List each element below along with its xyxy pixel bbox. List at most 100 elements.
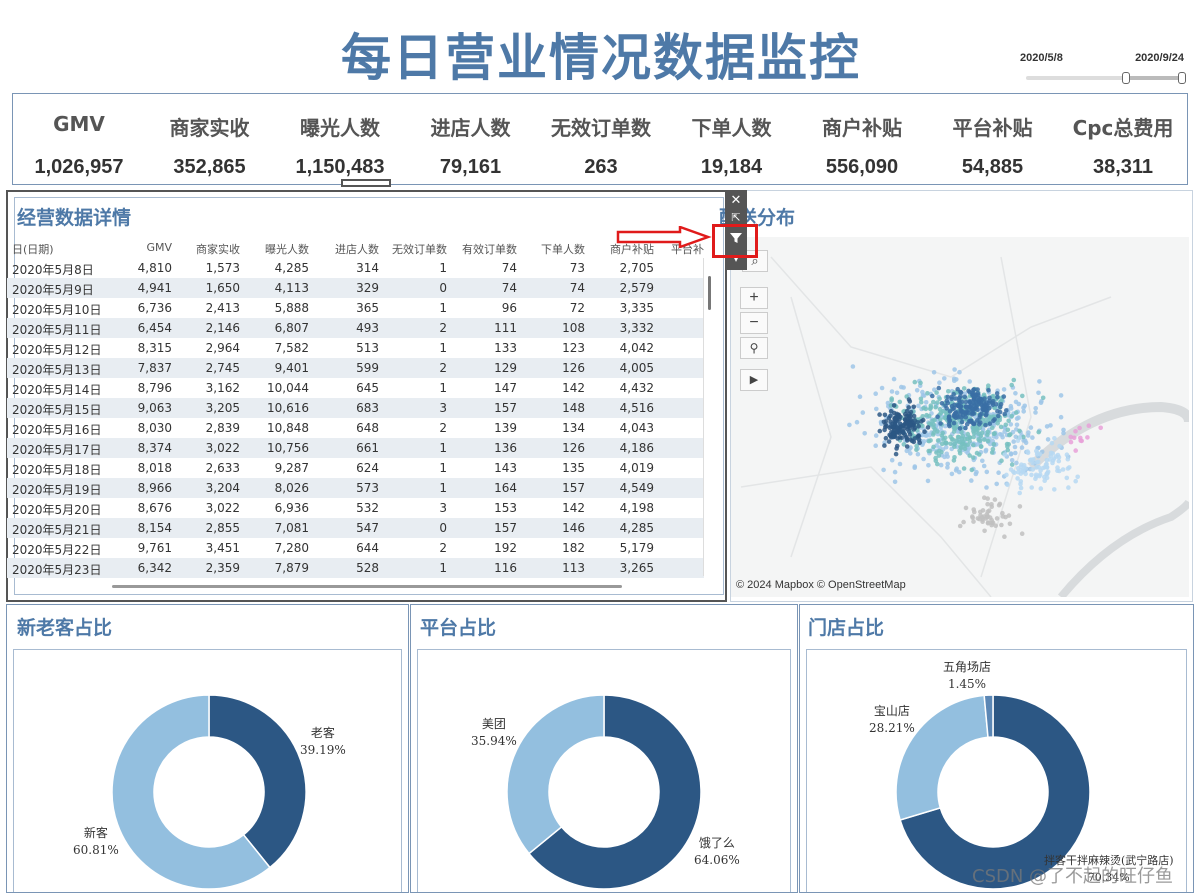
map-point[interactable] xyxy=(938,421,943,426)
map-point[interactable] xyxy=(952,411,958,416)
map-point[interactable] xyxy=(873,391,878,396)
map-point[interactable] xyxy=(984,469,990,475)
map-point[interactable] xyxy=(991,441,997,447)
map-point[interactable] xyxy=(945,461,950,467)
map-point[interactable] xyxy=(985,432,990,438)
map-point[interactable] xyxy=(957,439,962,445)
map-point[interactable] xyxy=(961,386,967,391)
map-point[interactable] xyxy=(906,397,912,402)
map-point[interactable] xyxy=(1004,408,1009,413)
map-point[interactable] xyxy=(919,399,924,405)
map-point[interactable] xyxy=(963,437,968,442)
map-point[interactable] xyxy=(978,444,984,449)
map-point[interactable] xyxy=(1012,470,1017,475)
map-point[interactable] xyxy=(897,421,903,427)
map-point[interactable] xyxy=(965,431,971,437)
map-point[interactable] xyxy=(1071,435,1077,441)
column-header[interactable]: 日(日期) xyxy=(12,243,54,256)
map-point[interactable] xyxy=(977,415,982,420)
map-point[interactable] xyxy=(994,481,999,487)
map-point[interactable] xyxy=(921,456,926,462)
map-point[interactable] xyxy=(925,391,930,396)
map-point[interactable] xyxy=(892,469,898,475)
map-point[interactable] xyxy=(970,407,975,412)
slider-start-handle[interactable] xyxy=(1122,72,1130,84)
map-point[interactable] xyxy=(1021,405,1026,411)
close-icon[interactable]: ✕ xyxy=(730,192,742,207)
map-point[interactable] xyxy=(985,501,990,507)
map-point[interactable] xyxy=(990,446,996,452)
zoom-out-button[interactable]: − xyxy=(740,312,768,334)
map-point[interactable] xyxy=(963,399,969,405)
map-point[interactable] xyxy=(897,461,903,467)
map-point[interactable] xyxy=(1036,429,1041,435)
map-point[interactable] xyxy=(968,399,974,404)
map-point[interactable] xyxy=(882,412,888,418)
map-point[interactable] xyxy=(903,434,909,440)
map-point[interactable] xyxy=(1058,414,1064,420)
map-point[interactable] xyxy=(976,397,982,402)
map-point[interactable] xyxy=(1048,450,1054,456)
map-point[interactable] xyxy=(931,370,937,375)
map-point[interactable] xyxy=(931,444,936,450)
column-header[interactable]: 进店人数 xyxy=(335,243,379,256)
map-point[interactable] xyxy=(997,432,1003,437)
map-point[interactable] xyxy=(991,398,996,404)
table-row[interactable]: 2020年5月12日 8,315 2,964 7,582 513 1 133 123 4,042 xyxy=(7,338,704,358)
map-point[interactable] xyxy=(937,396,942,401)
map-point[interactable] xyxy=(847,422,852,428)
map-point[interactable] xyxy=(1077,425,1082,431)
map-point[interactable] xyxy=(889,396,894,401)
map-point[interactable] xyxy=(1065,456,1071,462)
map-point[interactable] xyxy=(1000,510,1005,516)
map-point[interactable] xyxy=(1034,465,1039,470)
map-point[interactable] xyxy=(967,379,972,384)
map-point[interactable] xyxy=(893,417,899,423)
map-point[interactable] xyxy=(982,437,987,442)
map-point[interactable] xyxy=(1002,452,1007,457)
map-point[interactable] xyxy=(1057,443,1062,449)
map-point[interactable] xyxy=(967,439,972,444)
map-point[interactable] xyxy=(951,391,956,397)
map-point[interactable] xyxy=(1086,423,1092,428)
map-point[interactable] xyxy=(891,376,897,382)
map-point[interactable] xyxy=(962,446,968,452)
map-point[interactable] xyxy=(935,438,941,443)
map-point[interactable] xyxy=(1034,460,1040,465)
table-row[interactable]: 2020年5月11日 6,454 2,146 6,807 493 2 111 108 3,332 xyxy=(7,318,704,338)
map-point[interactable] xyxy=(888,435,894,440)
map-point[interactable] xyxy=(881,467,886,473)
map-point[interactable] xyxy=(895,443,900,449)
map-point[interactable] xyxy=(926,463,931,468)
map-point[interactable] xyxy=(976,401,982,407)
map-point[interactable] xyxy=(1052,436,1057,441)
table-row[interactable]: 2020年5月14日 8,796 3,162 10,044 645 1 147 142 4,43… xyxy=(7,378,704,398)
map-point[interactable] xyxy=(1068,439,1074,445)
map-point[interactable] xyxy=(897,399,903,405)
map-point[interactable] xyxy=(997,409,1003,415)
map-point[interactable] xyxy=(957,395,962,401)
map-point[interactable] xyxy=(920,432,925,438)
map-point[interactable] xyxy=(996,470,1001,475)
map-point[interactable] xyxy=(993,402,999,407)
map-point[interactable] xyxy=(1028,425,1034,430)
map-point[interactable] xyxy=(998,404,1003,410)
map-point[interactable] xyxy=(997,417,1002,423)
map-point[interactable] xyxy=(1020,393,1025,399)
map-point[interactable] xyxy=(1017,504,1023,509)
map-point[interactable] xyxy=(957,448,962,453)
map-point[interactable] xyxy=(945,394,950,400)
map-point[interactable] xyxy=(914,388,920,393)
map-point[interactable] xyxy=(901,426,907,431)
map-point[interactable] xyxy=(904,444,910,449)
map-point[interactable] xyxy=(971,442,976,448)
table-row[interactable]: 2020年5月17日 8,374 3,022 10,756 661 1 136 126 4,18… xyxy=(7,438,704,458)
map-point[interactable] xyxy=(1030,435,1035,440)
map-point[interactable] xyxy=(938,410,944,415)
map-point[interactable] xyxy=(960,433,966,439)
column-header[interactable]: 下单人数 xyxy=(541,243,585,256)
map-point[interactable] xyxy=(987,421,993,426)
map-point[interactable] xyxy=(1055,468,1060,473)
map-point[interactable] xyxy=(1017,490,1022,496)
map-point[interactable] xyxy=(1016,401,1022,407)
